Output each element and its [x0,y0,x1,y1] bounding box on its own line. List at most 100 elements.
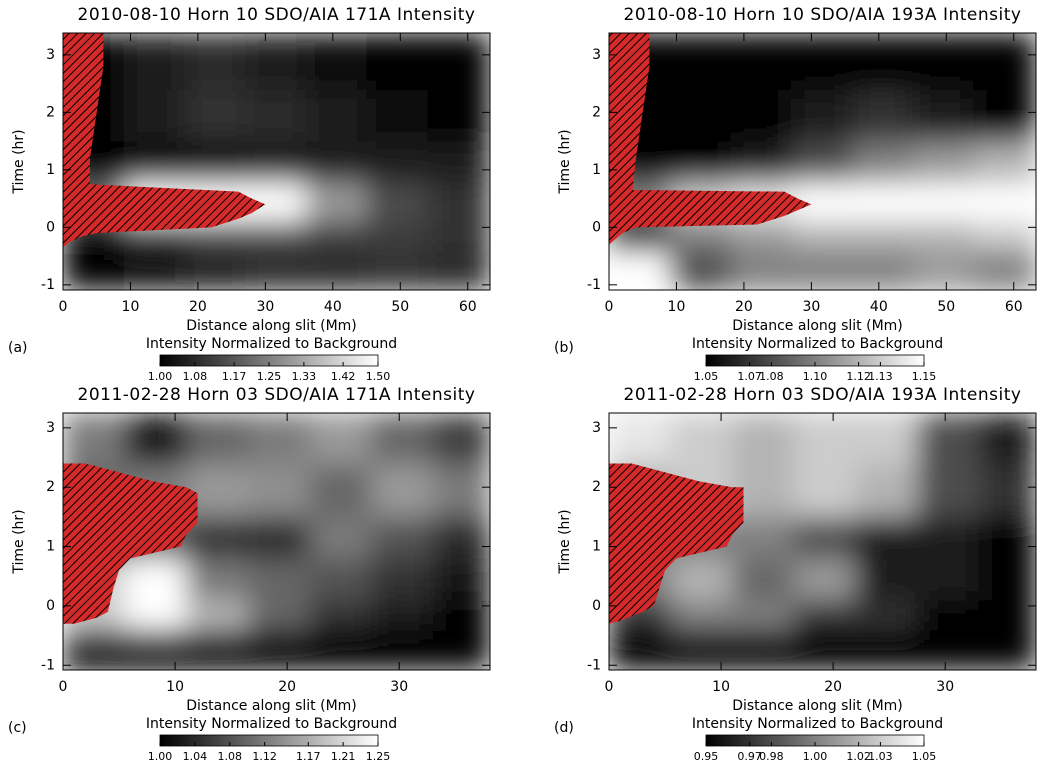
x-axis-label: Distance along slit (Mm) [186,318,357,334]
heat-cell [978,463,1036,518]
panel-label: (a) [8,340,28,356]
heat-cell [732,413,795,464]
x-tick-label: 30 [390,679,408,695]
heat-cell [63,413,126,464]
y-tick-label: 2 [592,479,601,495]
heat-cell [917,629,980,670]
heat-cell [123,141,185,182]
heatmap [609,413,1036,670]
heat-cell [245,33,307,90]
y-tick-label: 3 [592,47,601,63]
heat-cell [609,250,671,290]
heat-cell [793,413,857,464]
x-tick-label: 20 [278,679,296,695]
heat-cell [730,89,792,142]
heat-cell [669,141,731,182]
panel: 2010-08-10 Horn 10 SDO/AIA 171A Intensit… [8,5,491,383]
heat-cell [855,599,918,631]
heat-cell [855,558,918,601]
heat-cell [366,33,428,90]
hatched-region [609,33,812,245]
heat-cell [366,250,428,290]
heat-cell [793,599,857,631]
heat-cell [851,89,914,142]
colorbar-tick-label: 1.12 [252,750,277,763]
heat-cell [609,413,672,464]
y-axis-label: Time (hr) [557,129,573,194]
heat-cell [432,558,490,601]
colorbar-tick-label: 1.08 [759,370,784,383]
heat-cell [978,558,1036,601]
x-tick-label: 30 [802,299,820,315]
colorbar-tick-label: 1.05 [694,370,719,383]
heat-cell [978,516,1036,559]
y-tick-label: 1 [46,162,55,178]
y-tick-label: 0 [592,219,601,235]
heat-cell [427,33,490,90]
y-tick-label: -1 [587,657,601,673]
x-tick-label: 60 [459,299,477,315]
heat-cell [973,221,1036,251]
heat-cell [186,599,249,631]
heat-cell [432,599,490,631]
x-tick-label: 10 [668,299,686,315]
colorbar-tick-label: 1.21 [331,750,356,763]
heat-cell [186,629,249,670]
heat-cell [917,599,980,631]
heat-cell [912,89,974,142]
colorbar-label: Intensity Normalized to Background [692,716,943,732]
heat-cell [427,89,490,142]
x-axis-label: Distance along slit (Mm) [732,318,903,334]
heat-cell [912,221,974,251]
heat-cell [851,250,914,290]
heat-cell [247,413,311,464]
colorbar-tick-label: 1.33 [292,370,317,383]
heat-cell [973,250,1036,290]
colorbar [159,734,379,747]
heat-cell [855,629,918,670]
x-tick-label: 50 [391,299,409,315]
heatmap-cells [609,33,1036,290]
heat-cell [123,33,185,90]
colorbar-tick-label: 0.98 [759,750,784,763]
x-tick-label: 40 [870,299,888,315]
heat-cell [366,141,428,182]
heat-cell [670,413,733,464]
heat-cell [793,463,857,518]
heat-cell [63,250,125,290]
colorbar-tick-label: 1.04 [183,750,208,763]
heat-cell [978,413,1036,464]
heat-cell [124,629,187,670]
heat-cell [427,221,490,251]
colorbar-tick-label: 1.42 [331,370,356,383]
colorbar-tick-label: 1.05 [912,750,937,763]
heat-cell [371,463,434,518]
heat-cell [247,516,311,559]
x-tick-label: 40 [324,299,342,315]
heat-cell [973,89,1036,142]
y-tick-label: 2 [46,479,55,495]
heat-cell [609,629,672,670]
heat-cell [309,516,372,559]
colorbar-tick-label: 1.15 [912,370,937,383]
heat-cell [732,558,795,601]
heat-cell [855,516,918,559]
x-tick-label: 0 [605,679,614,695]
heat-cell [124,413,187,464]
x-tick-label: 0 [59,299,68,315]
x-tick-label: 10 [166,679,184,695]
heat-cell [730,141,792,182]
hatched-region [63,33,266,248]
heat-cell [912,181,974,223]
y-tick-label: 3 [592,420,601,436]
y-tick-label: 1 [592,162,601,178]
heat-cell [366,181,428,223]
heat-cell [184,250,246,290]
y-tick-label: -1 [587,277,601,293]
heat-cell [855,463,918,518]
heatmap-cells [63,33,490,290]
x-tick-label: 60 [1005,299,1023,315]
heat-cell [427,181,490,223]
heatmap-cells [609,413,1036,670]
colorbar-tick-label: 1.08 [183,370,208,383]
